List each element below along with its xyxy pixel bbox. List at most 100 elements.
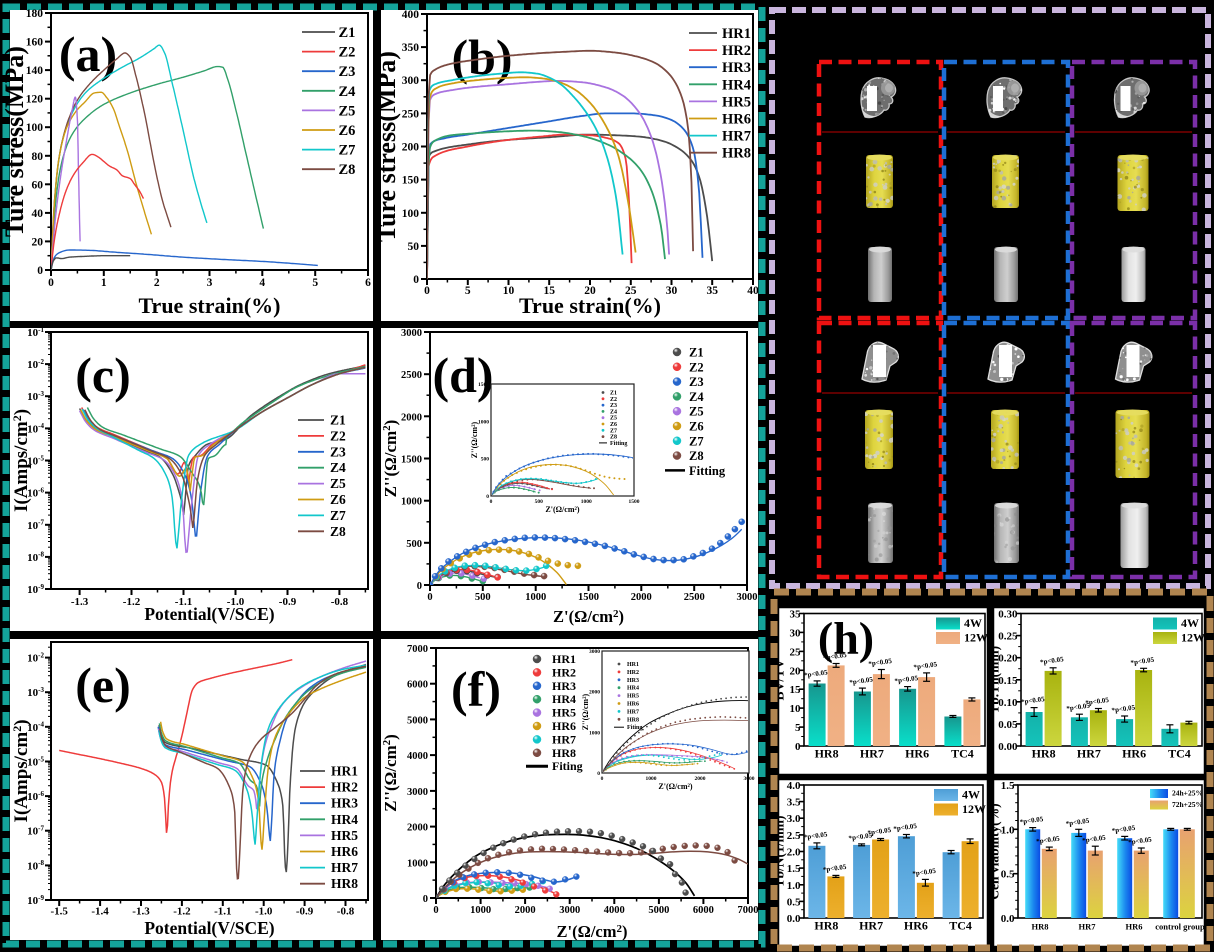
svg-text:350: 350 [402,42,420,54]
svg-text:Z'(Ω/cm²): Z'(Ω/cm²) [545,505,579,514]
svg-text:Z5: Z5 [330,476,346,491]
svg-text:control group: control group [1155,922,1205,932]
svg-text:*p<0.05: *p<0.05 [893,822,918,833]
svg-text:Z7: Z7 [610,428,617,434]
svg-text:5000: 5000 [648,905,669,916]
svg-text:HR8: HR8 [814,919,838,933]
svg-text:150: 150 [402,175,420,187]
svg-text:Z4: Z4 [339,84,356,100]
svg-text:Z1: Z1 [689,346,704,360]
svg-text:100: 100 [402,208,420,220]
svg-text:2000: 2000 [407,823,428,834]
svg-text:(e): (e) [75,657,131,713]
svg-text:HR3: HR3 [552,679,576,693]
svg-text:Z'(Ω/cm2): Z'(Ω/cm2) [553,607,624,626]
svg-text:Fiting: Fiting [627,725,642,731]
svg-text:4W: 4W [964,616,982,630]
svg-text:HR2: HR2 [627,670,639,676]
svg-text:40: 40 [747,285,759,297]
svg-text:100: 100 [26,122,44,134]
svg-text:*p<0.05: *p<0.05 [868,657,893,668]
svg-text:*p<0.05: *p<0.05 [1021,695,1046,706]
svg-text:HR7: HR7 [627,709,639,715]
svg-text:500: 500 [535,499,544,505]
svg-text:-1.3: -1.3 [132,906,150,918]
svg-text:0.0: 0.0 [1001,913,1015,925]
svg-text:1500: 1500 [629,499,640,505]
svg-text:0.10: 0.10 [998,697,1018,709]
svg-text:Fitting: Fitting [689,464,726,478]
svg-text:Z3: Z3 [330,444,346,459]
svg-text:0: 0 [413,274,419,286]
svg-text:15: 15 [543,285,555,297]
svg-text:-0.8: -0.8 [331,596,349,608]
svg-text:*p<0.05: *p<0.05 [1019,815,1044,826]
svg-text:-1.0: -1.0 [227,596,245,608]
svg-text:0: 0 [597,771,600,777]
svg-text:500: 500 [406,539,422,550]
svg-text:3000: 3000 [589,649,600,655]
svg-text:HR7: HR7 [722,129,751,145]
svg-text:(d): (d) [432,347,493,403]
svg-text:(f): (f) [451,661,501,717]
svg-text:HR4: HR4 [331,812,358,827]
svg-text:Z8: Z8 [339,162,356,178]
svg-text:HR6: HR6 [905,747,929,761]
svg-text:*p<0.05: *p<0.05 [1040,655,1065,666]
svg-text:0: 0 [490,499,493,505]
svg-text:30: 30 [790,627,802,639]
svg-text:1000: 1000 [407,858,428,869]
svg-text:0: 0 [424,285,430,297]
svg-text:2000: 2000 [515,905,536,916]
svg-text:30: 30 [666,285,678,297]
svg-text:HR3: HR3 [722,60,751,76]
svg-text:1.0: 1.0 [1001,824,1015,836]
svg-text:5: 5 [312,277,318,289]
svg-text:2.0: 2.0 [787,847,801,859]
svg-text:(h): (h) [818,613,874,664]
svg-text:I(Amps/cm2): I(Amps/cm2) [10,719,32,822]
svg-text:80: 80 [32,151,44,163]
svg-text:6000: 6000 [407,680,428,691]
svg-text:*p<0.05: *p<0.05 [1128,835,1153,846]
svg-text:Z5: Z5 [339,103,356,119]
svg-text:-1.2: -1.2 [173,906,191,918]
svg-text:I(Amps/cm2): I(Amps/cm2) [10,409,32,512]
svg-text:Z''(Ω/cm2): Z''(Ω/cm2) [381,420,400,498]
svg-text:5: 5 [795,722,801,734]
svg-text:*p<0.05: *p<0.05 [822,863,847,874]
svg-text:0.15: 0.15 [998,675,1018,687]
svg-text:*p<0.05: *p<0.05 [867,826,892,837]
svg-text:Z3: Z3 [339,64,356,80]
svg-text:140: 140 [26,65,44,77]
svg-text:4W: 4W [1181,616,1199,630]
svg-text:4.0: 4.0 [787,780,801,792]
svg-text:*p<0.05: *p<0.05 [1085,696,1110,707]
svg-text:0: 0 [486,494,489,500]
svg-text:HR6: HR6 [1126,922,1143,932]
svg-text:HR5: HR5 [627,694,639,700]
svg-text:3.0: 3.0 [787,813,801,825]
svg-text:500: 500 [481,457,490,463]
svg-text:4: 4 [259,277,265,289]
svg-text:*p<0.05: *p<0.05 [1111,824,1136,835]
svg-text:0: 0 [48,277,54,289]
svg-text:0: 0 [795,741,801,753]
svg-text:2000: 2000 [401,412,422,423]
svg-text:True strain(%): True strain(%) [519,293,661,318]
svg-text:120: 120 [26,94,44,106]
svg-text:HR8: HR8 [331,876,358,891]
svg-text:*p<0.05: *p<0.05 [804,668,829,679]
svg-text:60: 60 [32,179,44,191]
svg-text:12W: 12W [962,802,986,816]
svg-text:0.5: 0.5 [787,896,801,908]
svg-text:HR5: HR5 [552,706,576,720]
svg-text:HR7: HR7 [860,747,884,761]
svg-text:4000: 4000 [407,751,428,762]
svg-text:*p<0.05: *p<0.05 [1082,834,1107,845]
svg-text:3000: 3000 [559,905,580,916]
svg-text:HR2: HR2 [552,665,576,679]
svg-text:1000: 1000 [581,499,592,505]
svg-text:24h+25%: 24h+25% [1172,789,1203,798]
svg-text:25: 25 [625,285,637,297]
